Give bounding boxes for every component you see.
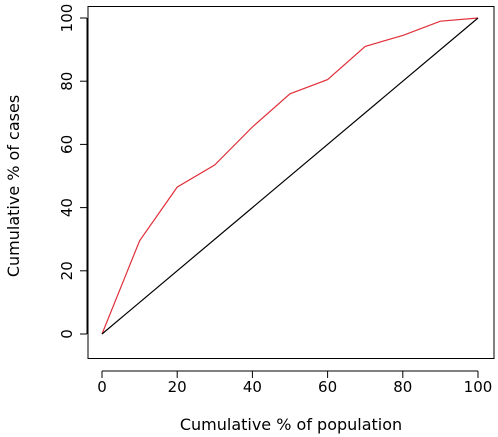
x-axis: 0 20 40 60 80 100: [97, 370, 493, 396]
y-tick-label: 80: [58, 72, 76, 91]
x-tick-label: 100: [464, 378, 493, 396]
series-layer: [101, 17, 479, 335]
x-axis-title: Cumulative % of population: [180, 415, 402, 434]
y-tick-label: 40: [58, 198, 76, 217]
y-tick-label: 100: [58, 4, 76, 33]
plot-frame: [87, 6, 495, 359]
x-tick-label: 0: [97, 378, 107, 396]
equality-reference-line: [101, 17, 479, 335]
cumulative-cases-line: [101, 17, 479, 335]
y-axis-title: Cumulative % of cases: [4, 95, 23, 277]
y-tick-label: 0: [58, 329, 76, 339]
y-tick-label: 20: [58, 261, 76, 280]
x-tick-label: 20: [168, 378, 187, 396]
y-axis: 0 20 40 60 80 100: [58, 4, 88, 339]
x-tick-label: 40: [243, 378, 262, 396]
x-tick-label: 60: [318, 378, 337, 396]
y-tick-label: 60: [58, 135, 76, 154]
x-tick-label: 80: [393, 378, 412, 396]
